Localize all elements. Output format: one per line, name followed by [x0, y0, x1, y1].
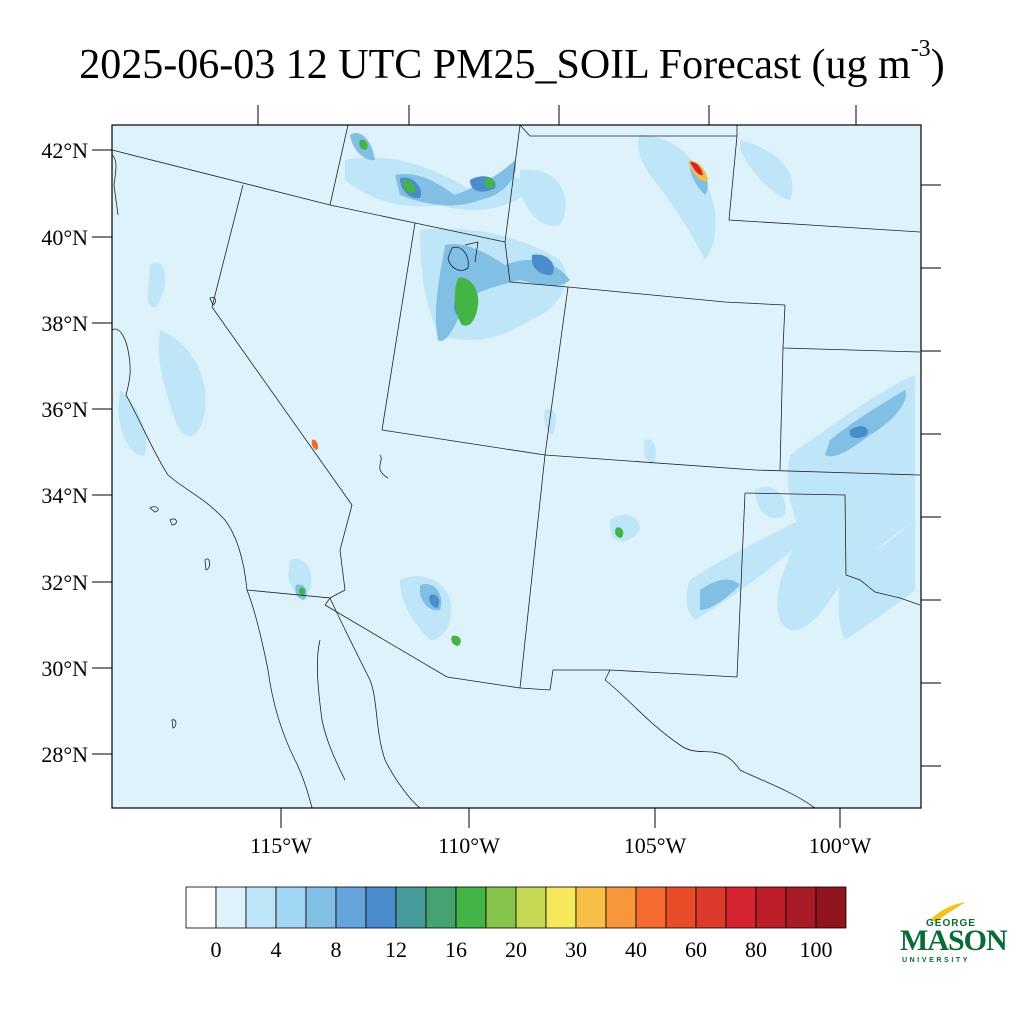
colorbar-box	[695, 886, 727, 929]
colorbar-box	[515, 886, 547, 929]
contour-level-high	[299, 139, 624, 646]
hotspot-northeast-wyoming	[311, 161, 708, 450]
lat-label: 32°N	[41, 570, 88, 595]
title-exponent: -3	[910, 36, 931, 62]
colorbar-box	[335, 886, 367, 929]
latitude-labels: 42°N 40°N 38°N 36°N 34°N 32°N 30°N 28°N	[41, 138, 88, 767]
colorbar-box	[815, 886, 847, 929]
colorbar-label: 4	[271, 937, 282, 962]
colorbar-box	[545, 886, 577, 929]
lon-label: 110°W	[438, 833, 500, 858]
colorbar-label: 30	[565, 937, 587, 962]
map-frame	[111, 124, 922, 809]
lat-label: 30°N	[41, 656, 88, 681]
lon-label: 115°W	[250, 833, 312, 858]
map-title: 2025-06-03 12 UTC PM25_SOIL Forecast (ug…	[0, 36, 1024, 89]
colorbar-box	[635, 886, 667, 929]
colorbar-box	[575, 886, 607, 929]
colorbar-box	[275, 886, 307, 929]
colorbar-box	[485, 886, 517, 929]
tick-marks	[92, 105, 941, 828]
colorbar-boxes	[185, 886, 847, 929]
lat-label: 42°N	[41, 138, 88, 163]
colorbar-box	[215, 886, 247, 929]
lat-label: 36°N	[41, 397, 88, 422]
colorbar-box	[365, 886, 397, 929]
lat-label: 34°N	[41, 483, 88, 508]
lon-label: 105°W	[624, 833, 687, 858]
lat-label: 40°N	[41, 225, 88, 250]
political-boundaries	[112, 125, 921, 808]
colorbar-box	[785, 886, 817, 929]
concentration-field	[112, 125, 921, 808]
colorbar-label: 80	[745, 937, 767, 962]
colorbar-label: 0	[211, 937, 222, 962]
colorbar-label: 100	[800, 937, 833, 962]
colorbar-box	[305, 886, 337, 929]
colorbar-box	[725, 886, 757, 929]
colorbar-box	[245, 886, 277, 929]
map-background	[112, 125, 921, 808]
colorbar-label: 40	[625, 937, 647, 962]
logo-university: UNIVERSITY	[902, 957, 971, 964]
colorbar-label: 60	[685, 937, 707, 962]
logo-swoosh-icon	[930, 902, 966, 922]
colorbar-box	[665, 886, 697, 929]
lat-label: 28°N	[41, 742, 88, 767]
colorbar-box	[755, 886, 787, 929]
lat-label: 38°N	[41, 311, 88, 336]
colorbar-box	[185, 886, 217, 929]
title-close: )	[930, 42, 945, 88]
colorbar-box	[455, 886, 487, 929]
lon-label: 100°W	[809, 833, 872, 858]
colorbar-labels: 0 4 8 12 16 20 30 40 60 80 100	[211, 937, 833, 962]
colorbar-label: 20	[505, 937, 527, 962]
logo-george: GEORGE	[926, 918, 976, 929]
longitude-labels: 115°W 110°W 105°W 100°W	[250, 833, 871, 858]
colorbar-label: 16	[445, 937, 467, 962]
logo-mason: MASON	[900, 924, 1008, 957]
colorbar-box	[605, 886, 637, 929]
colorbar-label: 12	[385, 937, 407, 962]
colorbar-box	[425, 886, 457, 929]
colorbar-box	[395, 886, 427, 929]
title-text: 2025-06-03 12 UTC PM25_SOIL Forecast (ug…	[79, 42, 911, 88]
gmu-logo: GEORGE MASON UNIVERSITY	[898, 900, 1008, 970]
colorbar-label: 8	[331, 937, 342, 962]
